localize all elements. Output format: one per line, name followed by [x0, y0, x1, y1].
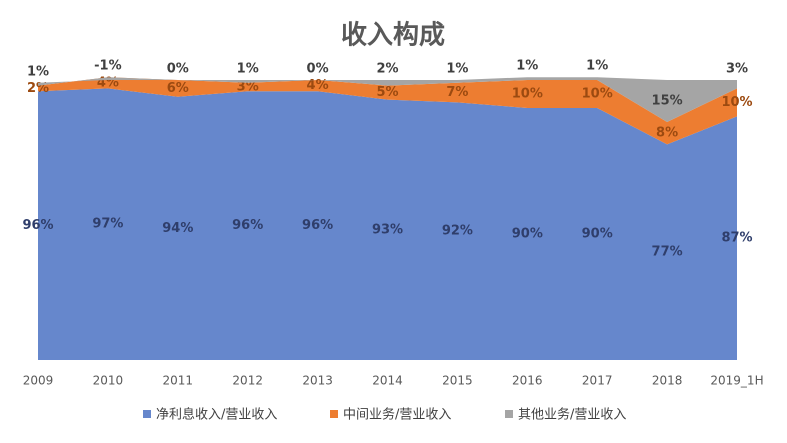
data-label: -1%: [94, 59, 121, 74]
legend-label: 其他业务/营业收入: [518, 407, 626, 423]
data-label: 3%: [726, 62, 748, 77]
data-label: 90%: [582, 227, 613, 242]
data-label: 92%: [442, 224, 473, 239]
data-label: 1%: [237, 62, 259, 77]
area: [38, 77, 737, 122]
data-label: 77%: [652, 245, 683, 260]
data-label: 87%: [721, 231, 752, 246]
data-label: 8%: [656, 126, 678, 141]
data-label: 7%: [446, 85, 468, 100]
data-label: 96%: [232, 218, 263, 233]
data-label: 3%: [237, 80, 259, 95]
x-tick-label: 2019_1H: [710, 374, 763, 388]
x-tick-label: 2015: [442, 374, 473, 388]
data-label: 90%: [512, 227, 543, 242]
legend-swatch: [505, 410, 513, 418]
data-label: 10%: [512, 87, 543, 102]
data-label: 6%: [167, 81, 189, 96]
legend-label: 净利息收入/营业收入: [156, 407, 277, 423]
data-label: 15%: [652, 94, 683, 109]
x-tick-label: 2017: [582, 374, 613, 388]
legend-label: 中间业务/营业收入: [343, 407, 451, 423]
legend-swatch: [143, 410, 151, 418]
data-label: 93%: [372, 222, 403, 237]
x-tick-label: 2009: [23, 374, 54, 388]
data-label: 10%: [582, 87, 613, 102]
x-tick-label: 2010: [93, 374, 124, 388]
data-label: 97%: [92, 217, 123, 232]
area: [38, 77, 737, 145]
x-tick-label: 2011: [163, 374, 194, 388]
area: [38, 88, 737, 361]
data-label: 0%: [307, 62, 329, 77]
x-tick-label: 2016: [512, 374, 543, 388]
data-label: 4%: [307, 78, 329, 93]
data-label: 94%: [162, 221, 193, 236]
data-label: 96%: [302, 218, 333, 233]
data-label: 1%: [27, 64, 49, 79]
chart-title: 收入构成: [341, 21, 445, 51]
data-label: 10%: [721, 95, 752, 110]
legend-swatch: [330, 410, 338, 418]
data-label: 96%: [22, 218, 53, 233]
data-label: 1%: [446, 62, 468, 77]
data-label: 0%: [167, 62, 189, 77]
data-label: 1%: [586, 59, 608, 74]
x-tick-label: 2018: [652, 374, 683, 388]
x-tick-label: 2014: [372, 374, 403, 388]
x-tick-label: 2013: [302, 374, 333, 388]
data-label: 5%: [376, 85, 398, 100]
data-label: 2%: [376, 62, 398, 77]
data-label: 1%: [516, 59, 538, 74]
x-tick-label: 2012: [232, 374, 263, 388]
